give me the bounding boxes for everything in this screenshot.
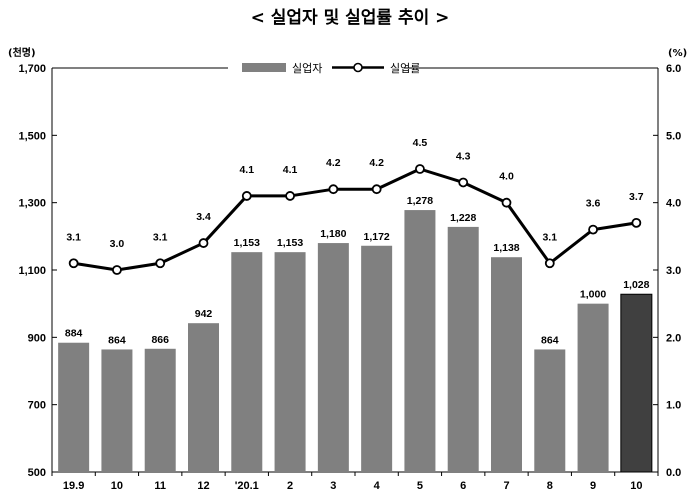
x-tick-label: '20.1 — [235, 480, 259, 492]
rate-point — [631, 217, 642, 228]
rate-point — [112, 265, 122, 275]
bar-value-label: 1,138 — [493, 242, 519, 254]
bar-value-label: 864 — [541, 334, 559, 346]
rate-value-label: 3.1 — [542, 231, 557, 243]
bar-value-label: 866 — [151, 334, 169, 346]
chart-title: < 실업자 및 실업률 추이 > — [251, 8, 450, 28]
rate-point — [68, 258, 79, 269]
left-tick-label: 700 — [28, 400, 46, 412]
right-tick-label: 1.0 — [666, 400, 681, 412]
bar-value-label: 1,180 — [320, 228, 346, 240]
rate-value-label: 3.7 — [629, 191, 644, 203]
rate-point — [328, 184, 339, 195]
bar-value-label: 942 — [195, 308, 213, 320]
right-tick-label: 5.0 — [666, 130, 681, 142]
bar-value-label: 1,153 — [277, 237, 303, 249]
rate-point — [588, 224, 598, 235]
bar — [231, 252, 263, 472]
legend: 실업자 실업률 — [228, 60, 420, 76]
bar-value-label: 1,228 — [450, 212, 476, 224]
rate-value-label: 4.2 — [326, 157, 341, 169]
left-tick-label: 1,500 — [18, 130, 46, 142]
data-labels: 884 864 866 942 1,153 1,153 1,180 1,172 1,278 1,2… — [65, 137, 650, 346]
bar-value-label: 1,153 — [234, 237, 260, 249]
x-tick-label: 10 — [630, 480, 642, 492]
rate-point — [544, 258, 555, 269]
left-tick-label: 1,300 — [18, 198, 46, 210]
bar — [188, 323, 219, 472]
right-tick-label: 6.0 — [666, 63, 681, 75]
bar — [447, 226, 479, 472]
rate-point — [371, 184, 382, 195]
x-tick-label: 12 — [197, 480, 209, 492]
bar — [534, 349, 566, 472]
left-tick-label: 900 — [28, 332, 46, 344]
left-axis-unit: (천명) — [8, 46, 36, 59]
right-tick-label: 4.0 — [666, 198, 681, 210]
rate-value-label: 3.4 — [196, 211, 211, 223]
bar — [317, 243, 349, 472]
rate-point — [155, 258, 166, 269]
bar — [404, 210, 436, 472]
bar — [361, 245, 393, 472]
x-tick-label: 11 — [154, 480, 166, 492]
bar — [274, 252, 306, 472]
rate-value-label: 3.6 — [586, 198, 601, 210]
x-tick-label: 9 — [590, 480, 596, 492]
left-tick-label: 1,100 — [18, 265, 46, 277]
legend-bar-swatch — [242, 63, 286, 72]
rate-value-label: 3.0 — [110, 238, 125, 250]
rate-point — [458, 177, 469, 188]
bar-value-label: 864 — [108, 334, 126, 346]
rate-value-label: 4.3 — [456, 150, 471, 162]
rate-value-label: 4.2 — [369, 157, 384, 169]
bar — [101, 349, 133, 472]
rate-line — [68, 164, 642, 275]
bar-value-label: 1,278 — [407, 195, 433, 207]
rate-point — [198, 238, 209, 248]
legend-line-marker — [353, 62, 363, 73]
x-tick-label: 7 — [503, 480, 509, 492]
rate-value-label: 4.1 — [239, 164, 254, 176]
rate-line-path — [73, 167, 637, 272]
rate-value-label: 4.0 — [499, 171, 514, 183]
bar — [144, 348, 176, 472]
x-tick-label: 2 — [287, 480, 293, 492]
rate-value-label: 3.1 — [66, 231, 81, 243]
x-tick-label: 10 — [111, 480, 123, 492]
bar — [620, 293, 653, 473]
bar-value-label: 1,172 — [364, 231, 390, 243]
rate-point — [241, 191, 252, 201]
bar-value-label: 884 — [65, 328, 83, 340]
x-tick-label: 8 — [547, 480, 553, 492]
rate-point — [415, 164, 425, 174]
bar — [58, 342, 90, 472]
rate-value-label: 3.1 — [153, 231, 168, 243]
right-tick-label: 2.0 — [666, 332, 681, 344]
bar-value-label: 1,028 — [623, 279, 649, 291]
x-tick-label: 4 — [374, 480, 381, 492]
left-tick-label: 500 — [28, 467, 46, 479]
right-tick-label: 0.0 — [666, 467, 681, 479]
x-tick-label: 5 — [417, 480, 423, 492]
rate-point — [501, 197, 512, 208]
right-tick-label: 3.0 — [666, 265, 681, 277]
bar — [491, 257, 522, 472]
rate-point — [285, 191, 295, 201]
bar-value-label: 1,000 — [580, 289, 606, 301]
x-tick-label: 19.9 — [63, 480, 84, 492]
x-tick-label: 3 — [330, 480, 336, 492]
bar — [577, 303, 609, 472]
axes: 500 700 900 1,100 1,300 1,500 1,700 0.0 1.0 2.0 3.… — [18, 63, 681, 492]
left-tick-label: 1,700 — [18, 63, 46, 75]
right-axis-unit: (%) — [668, 48, 687, 59]
x-tick-label: 6 — [460, 480, 466, 492]
rate-value-label: 4.1 — [283, 164, 298, 176]
rate-value-label: 4.5 — [413, 137, 428, 149]
legend-label-rate: 실업률 — [390, 62, 420, 75]
legend-label-unemployed: 실업자 — [292, 62, 322, 75]
bars — [58, 210, 653, 473]
